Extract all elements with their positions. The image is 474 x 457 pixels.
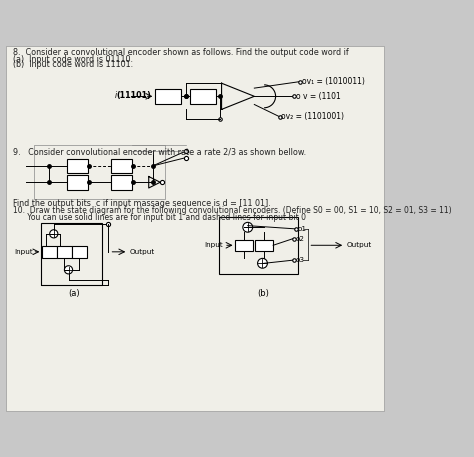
Text: (a)  Input code word is 01110.: (a) Input code word is 01110. — [13, 54, 133, 64]
Text: (b): (b) — [257, 289, 269, 298]
Bar — [42, 246, 57, 258]
Bar — [111, 159, 132, 173]
Bar — [111, 175, 132, 190]
Text: ov₂ = (1101001): ov₂ = (1101001) — [282, 112, 344, 121]
Text: (11101): (11101) — [117, 91, 152, 100]
Text: Find the output bits  c if input massage sequence is d = [11 01].: Find the output bits c if input massage … — [13, 199, 271, 207]
Text: o2: o2 — [296, 236, 305, 242]
Text: Output: Output — [130, 249, 155, 255]
Circle shape — [50, 230, 58, 238]
Bar — [57, 246, 72, 258]
Text: Input: Input — [204, 242, 223, 248]
Bar — [236, 239, 254, 251]
Text: 9.   Consider convolutional encoder with rate a rate 2/3 as shown bellow.: 9. Consider convolutional encoder with r… — [13, 147, 306, 156]
Text: Output: Output — [347, 242, 372, 248]
Circle shape — [64, 266, 73, 274]
Bar — [41, 223, 102, 285]
Text: i: i — [114, 91, 117, 100]
Text: ov₁ = (1010011): ov₁ = (1010011) — [302, 77, 365, 86]
Circle shape — [257, 258, 267, 268]
Text: o v = (1101: o v = (1101 — [296, 92, 341, 101]
Bar — [190, 89, 216, 104]
Text: You can use solid lines are for input bit 1 and dashed lines for input bit 0: You can use solid lines are for input bi… — [13, 213, 306, 222]
Bar — [67, 175, 88, 190]
Bar — [255, 239, 273, 251]
Bar — [34, 145, 165, 199]
Bar — [72, 246, 87, 258]
Text: o3: o3 — [296, 257, 305, 263]
Text: 10.  Draw the state diagram for the following convolutional encoders. (Define S0: 10. Draw the state diagram for the follo… — [13, 206, 451, 215]
Text: o1: o1 — [298, 226, 307, 232]
Bar — [67, 159, 88, 173]
Circle shape — [243, 223, 253, 232]
Bar — [219, 217, 298, 274]
Text: (b)  Input code word is 11101.: (b) Input code word is 11101. — [13, 60, 133, 69]
Text: 8.  Consider a convolutional encoder shown as follows. Find the output code word: 8. Consider a convolutional encoder show… — [13, 48, 348, 57]
Text: Input: Input — [15, 249, 33, 255]
Bar — [155, 89, 182, 104]
Text: (a): (a) — [68, 289, 80, 298]
